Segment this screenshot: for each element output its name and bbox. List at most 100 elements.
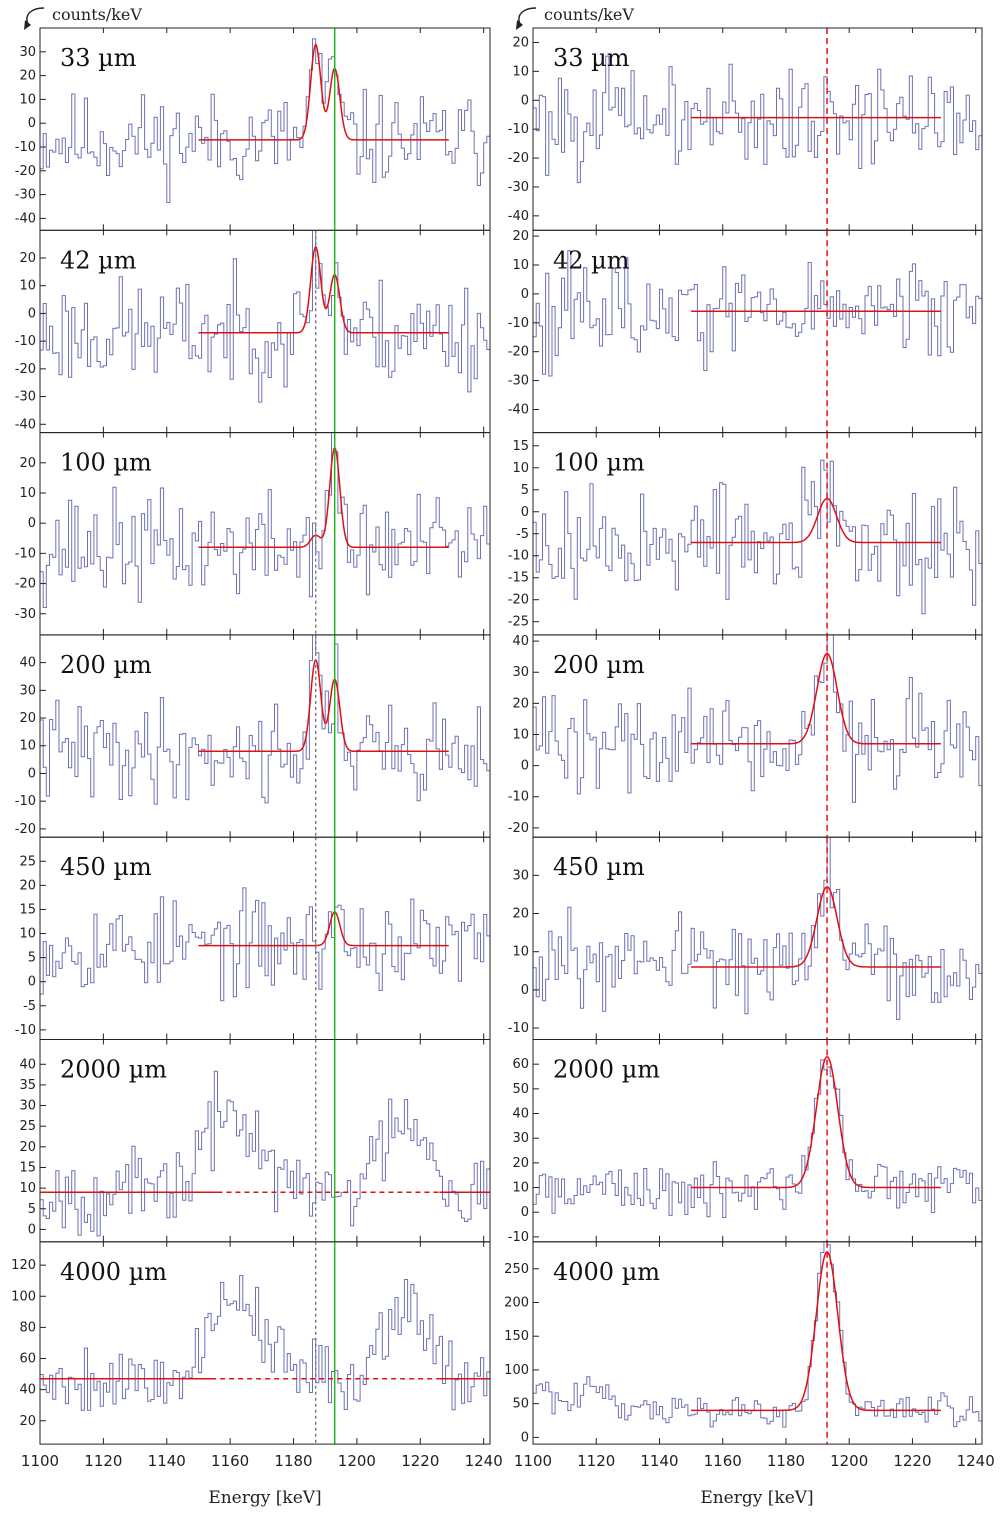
panel-label: 2000 µm xyxy=(553,1056,660,1084)
y-tick-label: 15 xyxy=(19,1160,36,1175)
y-tick-label: -15 xyxy=(508,571,529,586)
y-unit-right: counts/keV xyxy=(516,5,634,30)
data-histogram xyxy=(40,887,490,1002)
y-tick-label: 60 xyxy=(19,1352,36,1367)
y-tick-label: -10 xyxy=(508,549,529,564)
y-tick-label: 5 xyxy=(521,483,529,498)
y-tick-label: 100 xyxy=(504,1363,529,1378)
y-tick-label: -40 xyxy=(508,402,529,417)
x-tick-label: 1240 xyxy=(957,1452,995,1470)
y-tick-label: -10 xyxy=(508,1230,529,1245)
y-tick-label: -25 xyxy=(508,615,529,630)
panel-label: 450 µm xyxy=(553,853,645,881)
y-tick-label: 10 xyxy=(512,64,529,79)
x-tick-label: 1200 xyxy=(338,1452,376,1470)
y-tick-label: 50 xyxy=(512,1397,529,1412)
panel-label: 33 µm xyxy=(553,44,630,72)
panel-left-2: -30 -20 -10 0 10 20 100 µm xyxy=(15,432,491,636)
y-tick-label: 0 xyxy=(28,516,36,531)
data-histogram xyxy=(40,1070,490,1237)
y-tick-label: 40 xyxy=(512,634,529,649)
y-unit-left: counts/keV xyxy=(24,5,142,30)
y-tick-label: -10 xyxy=(15,140,36,155)
y-tick-label: 40 xyxy=(19,656,36,671)
y-tick-label: -20 xyxy=(508,151,529,166)
y-tick-label: 10 xyxy=(512,945,529,960)
x-tick-label: 1160 xyxy=(211,1452,249,1470)
panel-left-3: -20 -10 0 10 20 30 40 200 µm xyxy=(15,634,491,838)
y-tick-label: 30 xyxy=(19,1099,36,1114)
y-tick-label: 20 xyxy=(512,907,529,922)
x-axis-title-left: Energy [keV] xyxy=(208,1488,321,1508)
x-axis-title-right: Energy [keV] xyxy=(700,1488,813,1508)
y-tick-label: 150 xyxy=(504,1329,529,1344)
panel-left-5: 0 5 10 15 20 25 30 35 40 2000 µm xyxy=(19,1039,491,1243)
fit-curve xyxy=(691,497,941,544)
x-tick-label: 1140 xyxy=(640,1452,678,1470)
y-tick-label: -20 xyxy=(15,362,36,377)
y-tick-label: 0 xyxy=(521,1430,529,1445)
x-tick-label: 1100 xyxy=(514,1452,552,1470)
y-tick-label: 15 xyxy=(19,902,36,917)
y-tick-label: -10 xyxy=(508,316,529,331)
panel-right-0: -40 -30 -20 -10 0 10 20 33 µm xyxy=(508,27,983,231)
y-tick-label: 0 xyxy=(521,759,529,774)
y-tick-label: 200 xyxy=(504,1295,529,1310)
y-tick-label: -20 xyxy=(15,577,36,592)
y-tick-label: -20 xyxy=(15,164,36,179)
y-tick-label: 30 xyxy=(512,665,529,680)
y-tick-label: -5 xyxy=(23,999,36,1014)
y-tick-label: -30 xyxy=(15,390,36,405)
panel-label: 450 µm xyxy=(60,853,152,881)
y-tick-label: 10 xyxy=(19,486,36,501)
panel-frame xyxy=(39,1241,491,1445)
x-tick-label: 1240 xyxy=(465,1452,503,1470)
panel-label: 4000 µm xyxy=(553,1258,660,1286)
y-tick-label: -40 xyxy=(508,209,529,224)
y-tick-label: 20 xyxy=(512,229,529,244)
panel-label: 200 µm xyxy=(60,651,152,679)
panel-right-5: -10 0 10 20 30 40 50 60 2000 µm xyxy=(508,1039,983,1245)
y-tick-label: -20 xyxy=(15,822,36,837)
panel-left-6: 20 40 60 80 100 120 4000 µm 1100 1120 1140 1160 118… xyxy=(11,1241,503,1470)
fit-curve xyxy=(198,245,449,334)
y-tick-label: 20 xyxy=(19,251,36,266)
x-tick-label: 1180 xyxy=(767,1452,805,1470)
x-tick-label: 1100 xyxy=(21,1452,59,1470)
data-histogram xyxy=(40,432,490,608)
y-tick-label: 5 xyxy=(28,1202,36,1217)
y-tick-label: -20 xyxy=(508,345,529,360)
y-tick-label: 15 xyxy=(512,439,529,454)
panel-right-2: -25 -20 -15 -10 -5 0 5 10 15 100 µm xyxy=(508,432,983,636)
data-histogram xyxy=(533,1241,982,1428)
y-tick-label: 10 xyxy=(19,92,36,107)
y-tick-label: 10 xyxy=(512,727,529,742)
data-histogram xyxy=(40,634,490,805)
panels-group: -40 -30 -20 -10 0 10 20 30 33 µm -40 -30 -20 -10 0 10 2… xyxy=(11,27,995,1470)
y-tick-label: 20 xyxy=(512,696,529,711)
y-tick-label: -10 xyxy=(508,1021,529,1036)
panel-label: 100 µm xyxy=(60,449,152,477)
y-tick-label: 0 xyxy=(28,116,36,131)
y-tick-label: 25 xyxy=(19,1119,36,1134)
fit-curve xyxy=(198,446,449,549)
x-tick-label: 1200 xyxy=(830,1452,868,1470)
panel-label: 200 µm xyxy=(553,651,645,679)
y-tick-label: 0 xyxy=(521,287,529,302)
y-tick-label: 30 xyxy=(512,1131,529,1146)
data-histogram xyxy=(533,55,982,184)
fit-curve xyxy=(198,658,449,753)
y-tick-label: 0 xyxy=(28,306,36,321)
y-tick-label: -30 xyxy=(15,188,36,203)
data-histogram xyxy=(40,38,490,203)
panel-label: 4000 µm xyxy=(60,1258,167,1286)
y-tick-label: 5 xyxy=(28,951,36,966)
fit-curve xyxy=(691,1055,941,1189)
y-tick-label: 10 xyxy=(19,739,36,754)
data-histogram xyxy=(533,634,982,803)
panel-right-4: -10 0 10 20 30 450 µm xyxy=(508,836,983,1041)
y-tick-label: 10 xyxy=(512,1181,529,1196)
y-tick-label: 0 xyxy=(521,93,529,108)
y-tick-label: 20 xyxy=(512,35,529,50)
fit-curve xyxy=(691,1251,941,1412)
